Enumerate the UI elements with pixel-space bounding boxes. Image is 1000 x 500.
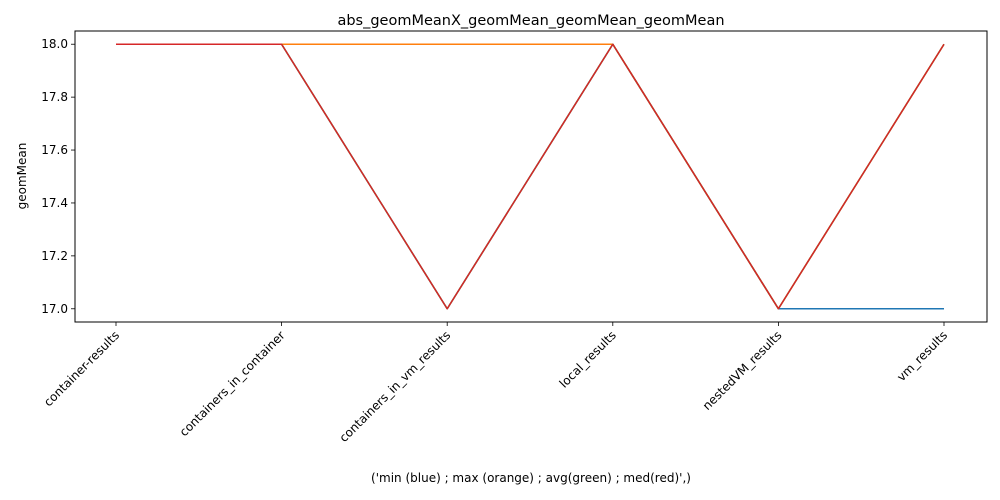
x-tick-label: nestedVM_results bbox=[700, 328, 785, 413]
y-tick-label: 17.2 bbox=[41, 249, 68, 263]
y-tick-label: 17.0 bbox=[41, 302, 68, 316]
x-tick-label: vm_results bbox=[894, 328, 950, 384]
x-axis-label: ('min (blue) ; max (orange) ; avg(green)… bbox=[371, 471, 691, 485]
y-tick-label: 18.0 bbox=[41, 37, 68, 51]
series-line-3 bbox=[116, 43, 945, 310]
x-tick-label: containers_in_container bbox=[177, 328, 288, 439]
x-tick-label: local_results bbox=[557, 328, 619, 390]
y-axis-label: geomMean bbox=[15, 143, 29, 210]
x-axis-ticks: container-results containers_in_container… bbox=[41, 322, 950, 445]
chart-title: abs_geomMeanX_geomMean_geomMean_geomMean bbox=[337, 13, 724, 29]
y-tick-label: 17.4 bbox=[41, 196, 68, 210]
x-tick-label: containers_in_vm_results bbox=[337, 328, 454, 445]
y-tick-label: 17.6 bbox=[41, 143, 68, 157]
plot-area-frame bbox=[74, 30, 988, 323]
y-axis-ticks: 17.0 17.2 17.4 17.6 17.8 18.0 bbox=[41, 37, 75, 316]
x-tick-label: container-results bbox=[41, 328, 122, 409]
y-tick-label: 17.8 bbox=[41, 90, 68, 104]
series-group bbox=[116, 43, 945, 310]
